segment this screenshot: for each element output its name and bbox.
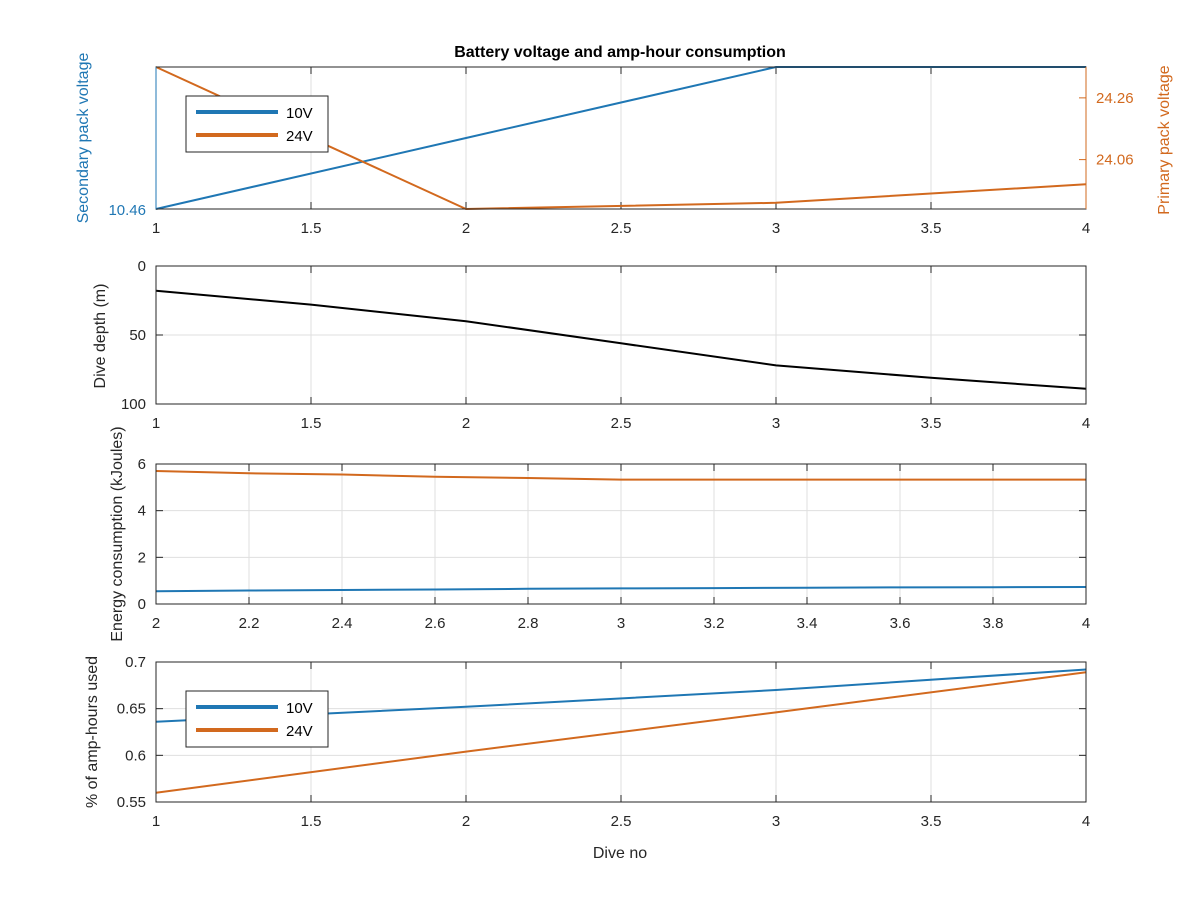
voltage-panel: 1 1.5 2 2.5 3 3.5 4 10.46 24.06 24.26 10V 24V <box>108 66 1134 237</box>
y-tick-label: 2 <box>138 549 146 566</box>
energy-v24-line <box>155 470 1086 481</box>
y-tick-label: 50 <box>129 327 146 344</box>
legend-box <box>185 690 329 748</box>
x-tick-label: 3.8 <box>983 615 1004 632</box>
x-tick-label: 3 <box>617 615 625 632</box>
x-tick-label: 2.6 <box>425 615 446 632</box>
chart-title: Battery voltage and amp-hour consumption <box>454 44 786 61</box>
x-tick-label: 2.5 <box>611 415 632 432</box>
x-tick-label: 4 <box>1082 813 1090 830</box>
x-tick-label: 2.5 <box>611 813 632 830</box>
x-tick-label: 4 <box>1082 220 1090 237</box>
y-tick-label: 6 <box>138 456 146 473</box>
amp-hours-axis-label: % of amp-hours used <box>84 656 101 808</box>
y-tick-label: 0.65 <box>117 701 146 718</box>
amp-hours-24v-line <box>155 671 1087 794</box>
x-tick-label: 4 <box>1082 615 1090 632</box>
x-tick-label: 2 <box>462 813 470 830</box>
axes-box <box>155 463 1087 605</box>
x-tick-label: 1 <box>152 415 160 432</box>
y-tick-label: 0 <box>138 596 146 613</box>
y-tick-label: 4 <box>138 503 146 520</box>
x-tick-label: 3 <box>772 415 780 432</box>
x-tick-label: 3.5 <box>921 813 942 830</box>
x-tick-label: 1.5 <box>301 220 322 237</box>
x-tick-label: 4 <box>1082 415 1090 432</box>
depth-panel: 1 1.5 2 2.5 3 3.5 4 0 50 100 <box>121 258 1090 432</box>
legend-label: 10V <box>286 105 313 122</box>
right-tick-label: 24.26 <box>1096 90 1134 107</box>
x-tick-label: 1.5 <box>301 813 322 830</box>
y-tick-label: 0.7 <box>125 654 146 671</box>
x-tick-label: 3.6 <box>890 615 911 632</box>
left-tick-label: 10.46 <box>108 202 146 219</box>
amp-hours-panel: 1 1.5 2 2.5 3 3.5 4 0.55 0.6 0.65 0.7 10V 24V <box>117 654 1090 830</box>
x-tick-label: 2 <box>152 615 160 632</box>
x-tick-label: 3.5 <box>921 415 942 432</box>
left-axis-label: Secondary pack voltage <box>75 53 92 224</box>
x-axis-label: Dive no <box>593 845 647 862</box>
axes-box <box>155 661 1087 803</box>
x-tick-label: 2.4 <box>332 615 353 632</box>
energy-v10-line <box>155 586 1087 593</box>
x-tick-label: 1 <box>152 220 160 237</box>
x-tick-label: 3.2 <box>704 615 725 632</box>
x-tick-label: 2.8 <box>518 615 539 632</box>
x-tick-label: 1.5 <box>301 415 322 432</box>
legend-label: 24V <box>286 723 313 740</box>
y-tick-label: 100 <box>121 396 146 413</box>
x-tick-label: 2 <box>462 415 470 432</box>
x-tick-label: 3.4 <box>797 615 818 632</box>
x-tick-label: 2 <box>462 220 470 237</box>
x-tick-label: 1 <box>152 813 160 830</box>
energy-axis-label: Energy consumption (kJoules) <box>109 426 126 641</box>
depth-line <box>155 289 1087 390</box>
x-tick-label: 2.5 <box>611 220 632 237</box>
y-tick-label: 0 <box>138 258 146 275</box>
x-tick-label: 3 <box>772 220 780 237</box>
y-tick-label: 0.55 <box>117 794 146 811</box>
x-tick-label: 2.2 <box>239 615 260 632</box>
legend-box <box>185 95 329 153</box>
legend-label: 24V <box>286 128 313 145</box>
x-tick-label: 3 <box>772 813 780 830</box>
depth-axis-label: Dive depth (m) <box>92 284 109 389</box>
y-tick-label: 0.6 <box>125 747 146 764</box>
x-tick-label: 3.5 <box>921 220 942 237</box>
right-axis-label: Primary pack voltage <box>1156 65 1173 214</box>
axes-box <box>155 265 1087 405</box>
right-tick-label: 24.06 <box>1096 152 1134 169</box>
legend-label: 10V <box>286 700 313 717</box>
